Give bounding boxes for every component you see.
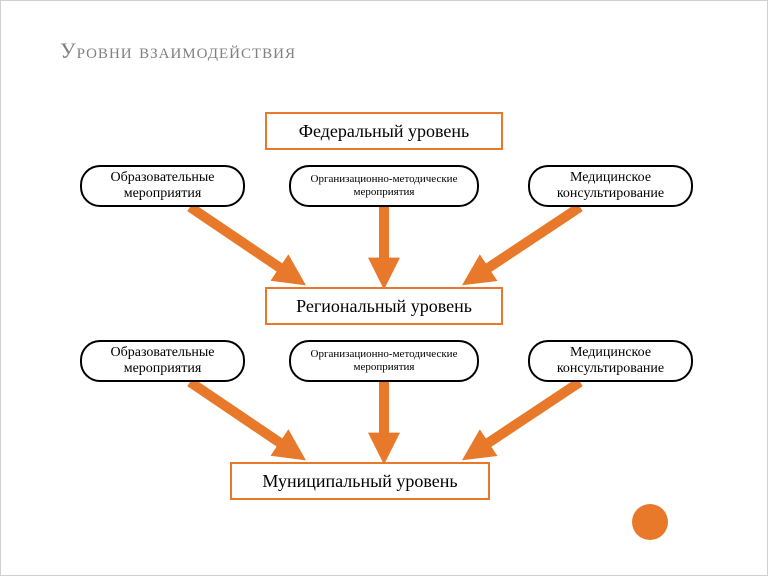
node-org1: Организационно-методические мероприятия: [289, 165, 479, 207]
node-org2: Организационно-методические мероприятия: [289, 340, 479, 382]
node-med2: Медицинское консультирование: [528, 340, 693, 382]
node-federal: Федеральный уровень: [265, 112, 503, 150]
node-municipal: Муниципальный уровень: [230, 462, 490, 500]
node-edu2: Образовательные мероприятия: [80, 340, 245, 382]
accent-dot: [632, 504, 668, 540]
node-edu1: Образовательные мероприятия: [80, 165, 245, 207]
page-title: Уровни взаимодействия: [60, 38, 296, 64]
node-med1: Медицинское консультирование: [528, 165, 693, 207]
node-regional: Региональный уровень: [265, 287, 503, 325]
